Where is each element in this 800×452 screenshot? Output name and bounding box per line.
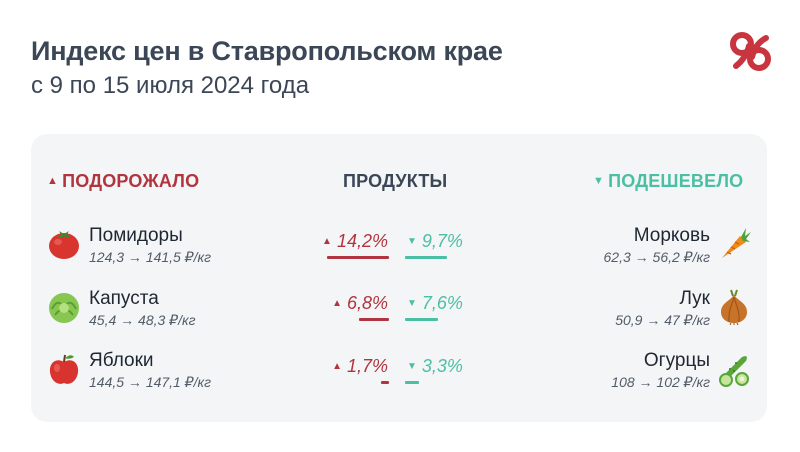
column-header-products: ПРОДУКТЫ (343, 171, 448, 191)
product-name: Лук (679, 288, 711, 309)
page-subtitle: с 9 по 15 июля 2024 года (31, 72, 310, 99)
triangle-down-icon: ▼ (407, 361, 417, 372)
product-price: 50,9 → 47 ₽/кг (615, 312, 710, 328)
triangle-down-icon: ▼ (407, 236, 417, 247)
decrease-bar (405, 318, 438, 321)
list-item: Помидоры 124,3 → 141,5 ₽/кг (89, 225, 211, 266)
tomato-icon (49, 231, 79, 259)
triangle-down-icon: ▼ (593, 175, 605, 187)
cabbage-icon (49, 293, 79, 323)
product-price: 108 → 102 ₽/кг (611, 374, 710, 390)
product-price: 62,3 → 56,2 ₽/кг (603, 249, 710, 265)
apple-icon (49, 354, 79, 384)
logo-26-icon (730, 32, 771, 71)
product-name: Морковь (633, 225, 710, 246)
increase-bar (327, 256, 389, 259)
product-price: 144,5 → 147,1 ₽/кг (89, 374, 212, 390)
decrease-bar (405, 256, 447, 259)
increase-bar (381, 381, 389, 384)
triangle-up-icon: ▲ (332, 361, 342, 372)
triangle-up-icon: ▲ (322, 236, 332, 247)
list-item: Огурцы 108 → 102 ₽/кг (611, 350, 710, 391)
increase-bar (359, 318, 389, 321)
triangle-down-icon: ▼ (407, 298, 417, 309)
page-title: Индекс цен в Ставропольском крае (31, 36, 503, 66)
onion-icon (721, 289, 747, 325)
product-price: 45,4 → 48,3 ₽/кг (89, 312, 196, 328)
list-item: Яблоки 144,5 → 147,1 ₽/кг (89, 350, 211, 391)
list-item: Лук 50,9 → 47 ₽/кг (615, 288, 710, 329)
product-name: Помидоры (89, 225, 183, 246)
product-name: Огурцы (643, 350, 710, 371)
price-index-card (31, 134, 767, 422)
decrease-percent: ▼ 3,3% (407, 356, 463, 376)
triangle-up-icon: ▲ (47, 175, 59, 187)
product-name: Капуста (89, 288, 159, 309)
increase-percent: ▲ 14,2% (322, 231, 388, 251)
list-item: Капуста 45,4 → 48,3 ₽/кг (89, 288, 195, 329)
column-header-decreased: ▼ ПОДЕШЕВЕЛО (593, 171, 744, 191)
cucumber-icon (719, 356, 749, 387)
product-price: 124,3 → 141,5 ₽/кг (89, 249, 212, 265)
increase-percent: ▲ 6,8% (332, 293, 388, 313)
decrease-bar (405, 381, 419, 384)
list-item: Морковь 62,3 → 56,2 ₽/кг (604, 225, 710, 266)
carrot-icon (722, 228, 751, 258)
product-name: Яблоки (89, 350, 154, 371)
decrease-percent: ▼ 9,7% (407, 231, 463, 251)
triangle-up-icon: ▲ (332, 298, 342, 309)
increase-percent: ▲ 1,7% (332, 356, 388, 376)
column-header-increased: ▲ ПОДОРОЖАЛО (47, 171, 200, 191)
decrease-percent: ▼ 7,6% (407, 293, 463, 313)
